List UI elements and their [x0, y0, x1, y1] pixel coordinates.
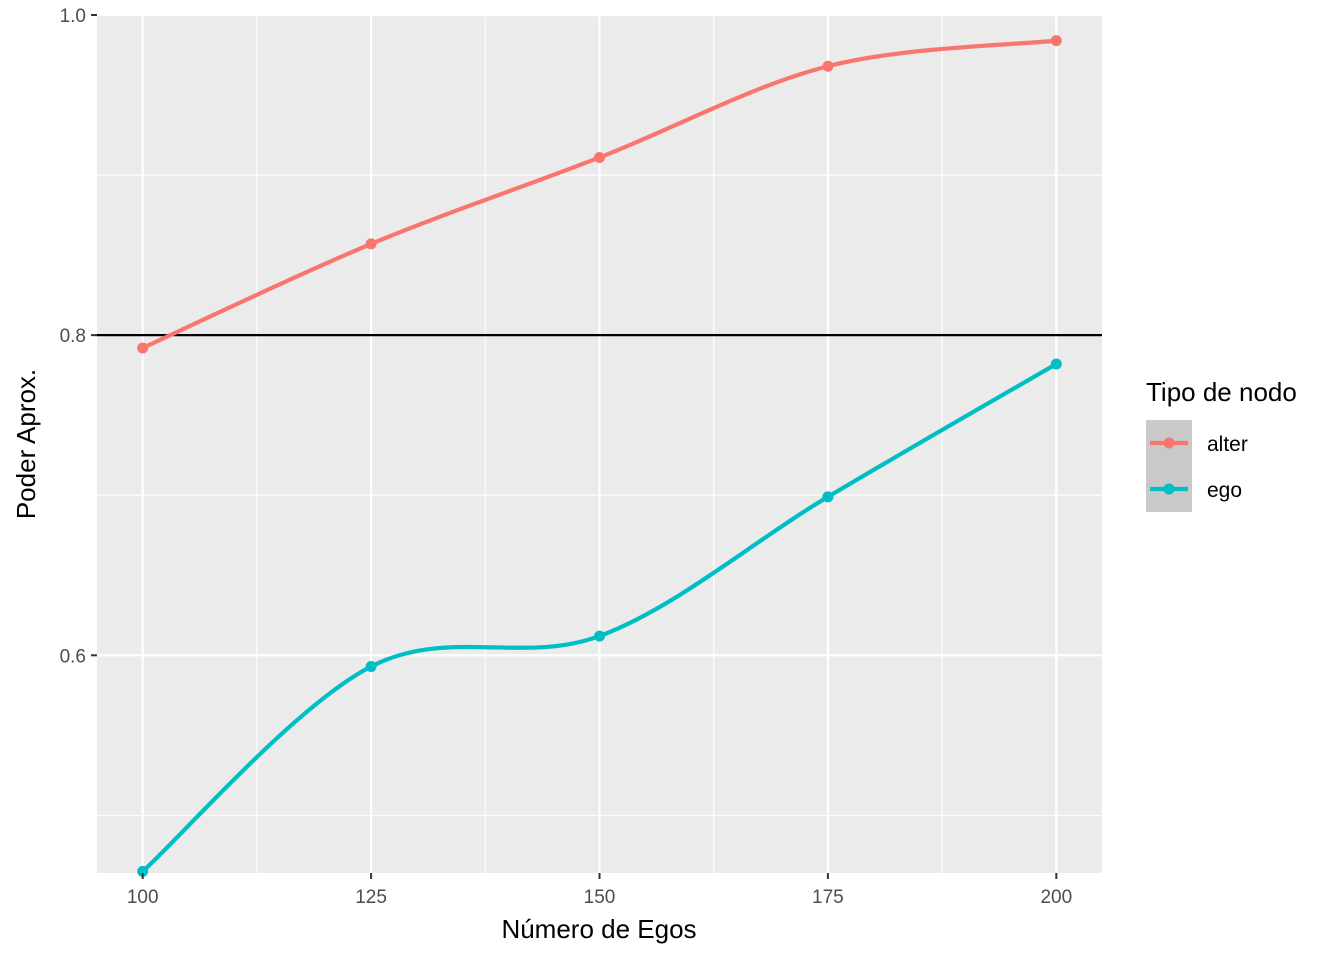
- x-tick-label: 150: [584, 887, 616, 908]
- data-point-alter: [137, 342, 149, 354]
- series-ego: [137, 358, 1062, 877]
- data-point-ego: [594, 630, 605, 642]
- y-tick-label: 1.0: [60, 6, 86, 27]
- series-layer: [137, 35, 1062, 877]
- x-axis-title: Número de Egos: [501, 914, 696, 944]
- x-tick-label: 175: [812, 887, 844, 908]
- data-point-alter: [594, 151, 605, 163]
- x-tick-label: 100: [127, 887, 159, 908]
- data-point-ego: [1050, 358, 1062, 370]
- legend: Tipo de nodo alter ego: [1146, 377, 1297, 512]
- data-point-ego: [137, 865, 149, 877]
- x-tick-label: 125: [355, 887, 387, 908]
- data-point-alter: [365, 238, 377, 250]
- x-axis: 100 125 150 175 200: [127, 873, 1072, 908]
- data-point-alter: [822, 60, 834, 72]
- x-tick-label: 200: [1040, 887, 1072, 908]
- legend-items: alter ego: [1146, 420, 1248, 512]
- legend-key-point: [1163, 483, 1175, 495]
- y-tick-label: 0.6: [60, 646, 86, 667]
- data-point-ego: [822, 491, 834, 503]
- y-axis-title: Poder Aprox.: [11, 369, 41, 519]
- data-point-ego: [365, 661, 377, 673]
- legend-title: Tipo de nodo: [1146, 377, 1297, 407]
- legend-label-alter: alter: [1207, 433, 1248, 456]
- y-tick-label: 0.8: [60, 326, 86, 347]
- legend-label-ego: ego: [1207, 479, 1242, 502]
- legend-key-point: [1163, 437, 1175, 449]
- data-point-alter: [1050, 35, 1062, 47]
- y-axis: 0.6 0.8 1.0: [60, 6, 97, 667]
- series-alter: [137, 35, 1062, 354]
